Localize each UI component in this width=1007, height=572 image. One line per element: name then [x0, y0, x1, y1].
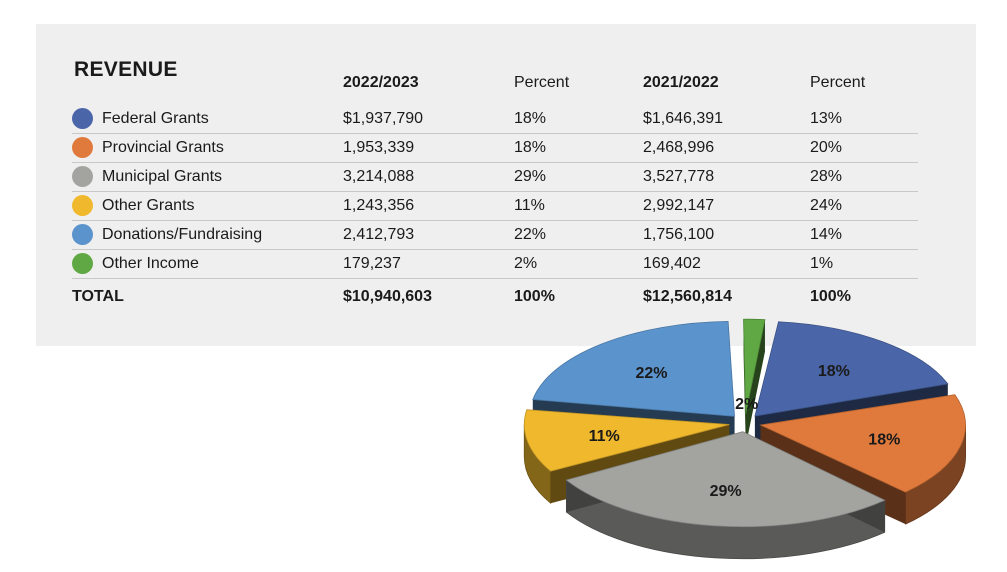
table-row: Provincial Grants 1,953,339 18% 2,468,99… — [72, 133, 918, 163]
legend-swatch — [72, 253, 93, 274]
row-percent-year1: 29% — [514, 168, 547, 185]
row-value-year1: $1,937,790 — [343, 110, 424, 127]
row-percent-year2: 28% — [810, 168, 843, 185]
revenue-pie-chart: 18% 18% 29% 11% 22% 2% — [520, 318, 1000, 568]
total-percent-year1: 100% — [514, 288, 555, 305]
table-row: Municipal Grants 3,214,088 29% 3,527,778… — [72, 162, 918, 192]
row-value-year1: 1,243,356 — [343, 197, 415, 214]
row-percent-year1: 22% — [514, 226, 547, 243]
total-value-year1: $10,940,603 — [343, 288, 432, 305]
row-percent-year1: 11% — [514, 197, 545, 214]
table-row: Donations/Fundraising 2,412,793 22% 1,75… — [72, 220, 918, 250]
table-row: Other Income 179,237 2% 169,402 1% — [72, 249, 918, 279]
pie-slice — [565, 431, 886, 560]
row-value-year2: 3,527,778 — [643, 168, 715, 185]
total-value-year2: $12,560,814 — [643, 288, 732, 305]
column-header-percent1: Percent — [514, 74, 570, 91]
pie-slice — [743, 318, 766, 447]
total-percent-year2: 100% — [810, 288, 851, 305]
row-percent-year2: 1% — [810, 255, 834, 272]
row-label: Donations/Fundraising — [102, 226, 263, 243]
pie-slice-label: 18% — [818, 363, 850, 380]
legend-swatch — [72, 108, 93, 129]
row-percent-year2: 20% — [810, 139, 843, 156]
row-label: Other Income — [102, 255, 199, 272]
row-percent-year1: 2% — [514, 255, 538, 272]
pie-slice-label: 22% — [635, 365, 667, 382]
row-percent-year2: 13% — [810, 110, 843, 127]
row-label: Federal Grants — [102, 110, 209, 127]
table-row: Federal Grants $1,937,790 18% $1,646,391… — [72, 104, 918, 134]
row-label: Provincial Grants — [102, 139, 224, 156]
pie-slice-label: 29% — [710, 483, 742, 500]
legend-swatch — [72, 224, 93, 245]
row-label: Municipal Grants — [102, 168, 223, 185]
row-percent-year1: 18% — [514, 139, 547, 156]
row-value-year2: 169,402 — [643, 255, 701, 272]
legend-swatch — [72, 166, 93, 187]
row-value-year1: 1,953,339 — [343, 139, 415, 156]
row-value-year2: 2,992,147 — [643, 197, 715, 214]
column-header-year2: 2021/2022 — [643, 74, 719, 91]
row-value-year2: $1,646,391 — [643, 110, 724, 127]
pie-slice — [523, 409, 730, 505]
row-percent-year2: 24% — [810, 197, 843, 214]
legend-swatch — [72, 195, 93, 216]
section-title: REVENUE — [74, 58, 178, 81]
pie-slice-label: 11% — [589, 428, 620, 445]
row-value-year1: 3,214,088 — [343, 168, 415, 185]
table-row: Other Grants 1,243,356 11% 2,992,147 24% — [72, 191, 918, 221]
total-label: TOTAL — [72, 288, 124, 305]
pie-slice-label: 18% — [868, 431, 900, 448]
row-value-year2: 2,468,996 — [643, 139, 715, 156]
column-header-year1: 2022/2023 — [343, 74, 419, 91]
row-percent-year1: 18% — [514, 110, 547, 127]
column-header-percent2: Percent — [810, 74, 866, 91]
revenue-panel — [36, 24, 976, 346]
pie-slice-label: 2% — [735, 396, 758, 413]
total-row: TOTAL $10,940,603 100% $12,560,814 100% — [72, 288, 918, 312]
row-value-year1: 2,412,793 — [343, 226, 415, 243]
row-value-year1: 179,237 — [343, 255, 401, 272]
row-value-year2: 1,756,100 — [643, 226, 715, 243]
row-label: Other Grants — [102, 197, 195, 214]
row-percent-year2: 14% — [810, 226, 843, 243]
legend-swatch — [72, 137, 93, 158]
